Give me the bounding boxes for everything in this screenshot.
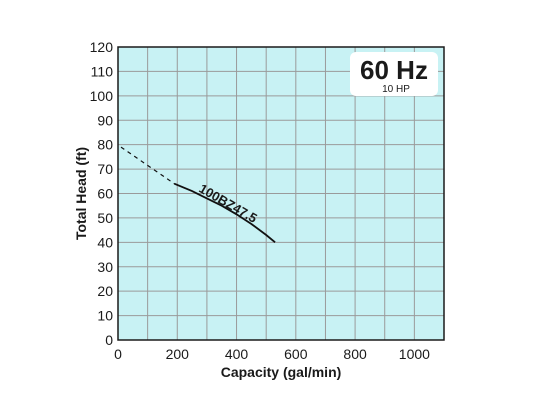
series-layer	[120, 146, 276, 243]
y-tick-label: 30	[97, 259, 113, 275]
y-tick-label: 10	[97, 308, 113, 324]
y-tick-label: 80	[97, 137, 113, 153]
frequency-label: 60 Hz	[360, 55, 428, 85]
plot-frame	[117, 46, 445, 341]
y-tick-label: 90	[97, 112, 113, 128]
series-line-dashed	[120, 146, 175, 185]
y-tick-label: 120	[90, 39, 114, 55]
y-tick-label: 60	[97, 186, 113, 202]
y-axis-title: Total Head (ft)	[73, 147, 89, 240]
x-tick-label: 0	[114, 346, 122, 362]
y-tick-label: 100	[90, 88, 114, 104]
power-label: 10 HP	[382, 84, 410, 95]
y-tick-label: 20	[97, 283, 113, 299]
y-tick-label: 110	[91, 63, 114, 79]
x-tick-label: 200	[166, 346, 190, 362]
y-tick-label: 70	[97, 161, 113, 177]
y-tick-label: 0	[105, 332, 113, 348]
frequency-badge: 60 Hz 10 HP	[350, 52, 438, 96]
y-tick-label: 40	[97, 234, 113, 250]
tick-labels: 0 200 400 600 800 1000 0 10 20 30 40 50 60 70 80 90 100 1…	[90, 39, 431, 362]
x-tick-label: 1000	[399, 346, 430, 362]
series-line-solid	[173, 182, 276, 243]
badge-background	[350, 52, 438, 96]
x-axis-title: Capacity (gal/min)	[221, 364, 342, 380]
x-tick-label: 600	[284, 346, 308, 362]
x-tick-label: 800	[343, 346, 367, 362]
y-tick-label: 50	[97, 210, 113, 226]
x-tick-label: 400	[225, 346, 249, 362]
